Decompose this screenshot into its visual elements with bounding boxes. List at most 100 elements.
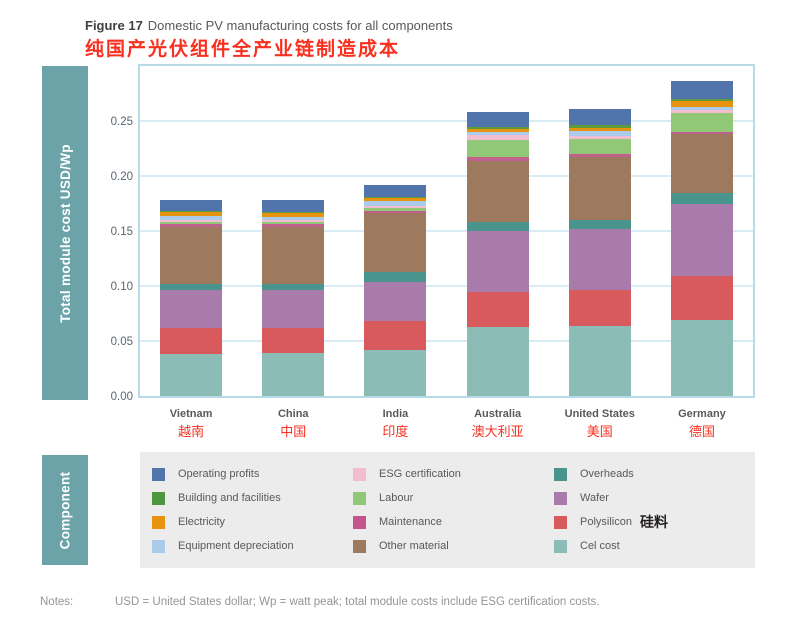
legend-item-esg-certification: ESG certification bbox=[353, 462, 554, 486]
x-label-en: Vietnam bbox=[169, 408, 213, 420]
bar-segment-other-material bbox=[364, 213, 427, 272]
notes-label: Notes: bbox=[40, 596, 74, 608]
bar-segment-polysilicon bbox=[160, 327, 223, 355]
legend-item-other-material: Other material bbox=[353, 534, 554, 558]
bar-segment-polysilicon bbox=[262, 327, 325, 354]
bar-segment-electricity bbox=[160, 212, 223, 216]
x-label-australia: Australia 澳大利亚 bbox=[447, 408, 549, 440]
bar-segment-building-and-facilities bbox=[670, 99, 733, 102]
bar-segment-equipment-depreciation bbox=[568, 130, 631, 137]
bar-segment-operating-profits bbox=[568, 108, 631, 126]
legend-item-maintenance: Maintenance bbox=[353, 510, 554, 534]
gridline-0.20 bbox=[140, 175, 753, 177]
bar-segment-maintenance bbox=[262, 224, 325, 227]
legend-item-building-and-facilities: Building and facilities bbox=[152, 486, 353, 510]
bar-slot-china bbox=[242, 66, 344, 396]
bar-segment-wafer bbox=[568, 228, 631, 291]
bar-segment-esg-certification bbox=[262, 220, 325, 223]
bar-segment-other-material bbox=[568, 157, 631, 221]
bar-segment-esg-certification bbox=[364, 205, 427, 208]
bar-segment-labour bbox=[466, 139, 529, 158]
bar-slot-germany bbox=[651, 66, 753, 396]
bar-segment-overheads bbox=[568, 220, 631, 229]
y-tick-label-0.05: 0.05 bbox=[110, 336, 133, 348]
y-tick-label-0.20: 0.20 bbox=[110, 171, 133, 183]
y-tick-label-0.00: 0.00 bbox=[110, 391, 133, 403]
x-label-vietnam: Vietnam 越南 bbox=[140, 408, 242, 440]
legend-swatch-electricity bbox=[152, 515, 165, 529]
bar-segment-esg-certification bbox=[466, 135, 529, 140]
legend-item-operating-profits: Operating profits bbox=[152, 462, 353, 486]
bar-segment-polysilicon bbox=[568, 290, 631, 326]
bar-segment-cel-cost bbox=[568, 325, 631, 396]
legend-label: Equipment depreciation bbox=[178, 540, 294, 552]
bar-segment-cel-cost bbox=[160, 354, 223, 396]
y-tick-label-0.25: 0.25 bbox=[110, 116, 133, 128]
bar-segment-building-and-facilities bbox=[466, 126, 529, 129]
x-label-en: India bbox=[382, 408, 409, 420]
bar-segment-other-material bbox=[670, 134, 733, 193]
bar-segment-equipment-depreciation bbox=[364, 201, 427, 206]
x-label-china: China 中国 bbox=[242, 408, 344, 440]
component-banner: Component bbox=[42, 455, 88, 565]
legend-item-electricity: Electricity bbox=[152, 510, 353, 534]
component-banner-label: Component bbox=[57, 471, 73, 549]
y-axis-banner: Total module cost USD/Wp bbox=[42, 66, 88, 400]
legend-item-cel-cost: Cel cost bbox=[554, 534, 755, 558]
bar-segment-polysilicon bbox=[670, 276, 733, 321]
bar-segment-cel-cost bbox=[670, 320, 733, 396]
bar-segment-electricity bbox=[364, 198, 427, 202]
bar-segment-maintenance bbox=[568, 154, 631, 158]
bar-segment-overheads bbox=[670, 192, 733, 204]
legend-item-overheads: Overheads bbox=[554, 462, 755, 486]
legend-label: Polysilicon bbox=[580, 516, 632, 528]
legend-swatch-overheads bbox=[554, 467, 567, 481]
bar-germany bbox=[670, 81, 733, 396]
bar-segment-maintenance bbox=[466, 157, 529, 161]
x-label-en: Australia bbox=[474, 408, 522, 420]
bar-segment-wafer bbox=[364, 281, 427, 322]
bar-segment-maintenance bbox=[670, 132, 733, 135]
bar-segment-operating-profits bbox=[160, 200, 223, 212]
bar-china bbox=[262, 200, 325, 396]
y-tick-label-0.15: 0.15 bbox=[110, 226, 133, 238]
legend-label: Cel cost bbox=[580, 540, 620, 552]
legend-swatch-equipment-depreciation bbox=[152, 539, 165, 553]
bar-segment-labour bbox=[160, 222, 223, 225]
y-axis-label: Total module cost USD/Wp bbox=[57, 143, 73, 323]
bar-slot-vietnam bbox=[140, 66, 242, 396]
legend-swatch-labour bbox=[353, 491, 366, 505]
bar-segment-wafer bbox=[466, 231, 529, 292]
x-label-zh: 越南 bbox=[178, 424, 205, 439]
bar-segment-other-material bbox=[160, 226, 223, 284]
bar-segment-building-and-facilities bbox=[568, 125, 631, 128]
plot-area: 0.00 0.05 0.10 0.15 0.20 0.25 bbox=[111, 64, 755, 403]
x-label-zh: 美国 bbox=[586, 424, 613, 439]
bar-segment-equipment-depreciation bbox=[670, 106, 733, 111]
bar-segment-electricity bbox=[670, 101, 733, 107]
bar-segment-labour bbox=[262, 222, 325, 225]
notes-text: USD = United States dollar; Wp = watt pe… bbox=[115, 596, 600, 608]
bars-container bbox=[140, 66, 753, 396]
bar-segment-operating-profits bbox=[364, 184, 427, 197]
bar-australia bbox=[466, 112, 529, 396]
x-label-zh: 中国 bbox=[280, 424, 307, 439]
legend-swatch-polysilicon bbox=[554, 515, 567, 529]
legend-swatch-maintenance bbox=[353, 515, 366, 529]
gridline-0.15 bbox=[140, 230, 753, 232]
legend-label: Operating profits bbox=[178, 468, 260, 480]
bar-segment-esg-certification bbox=[568, 136, 631, 139]
bar-segment-equipment-depreciation bbox=[160, 215, 223, 221]
x-label-germany: Germany 德国 bbox=[651, 408, 753, 440]
bar-segment-cel-cost bbox=[466, 326, 529, 396]
bar-segment-cel-cost bbox=[262, 353, 325, 396]
bar-segment-maintenance bbox=[364, 211, 427, 214]
bar-segment-electricity bbox=[466, 128, 529, 133]
bar-slot-united-states bbox=[549, 66, 651, 396]
legend-swatch-operating-profits bbox=[152, 467, 165, 481]
x-label-zh: 印度 bbox=[382, 424, 409, 439]
legend-annotation-zh: 硅料 bbox=[639, 514, 668, 530]
bar-segment-operating-profits bbox=[262, 200, 325, 213]
bar-segment-equipment-depreciation bbox=[262, 216, 325, 221]
bar-india bbox=[364, 184, 427, 396]
